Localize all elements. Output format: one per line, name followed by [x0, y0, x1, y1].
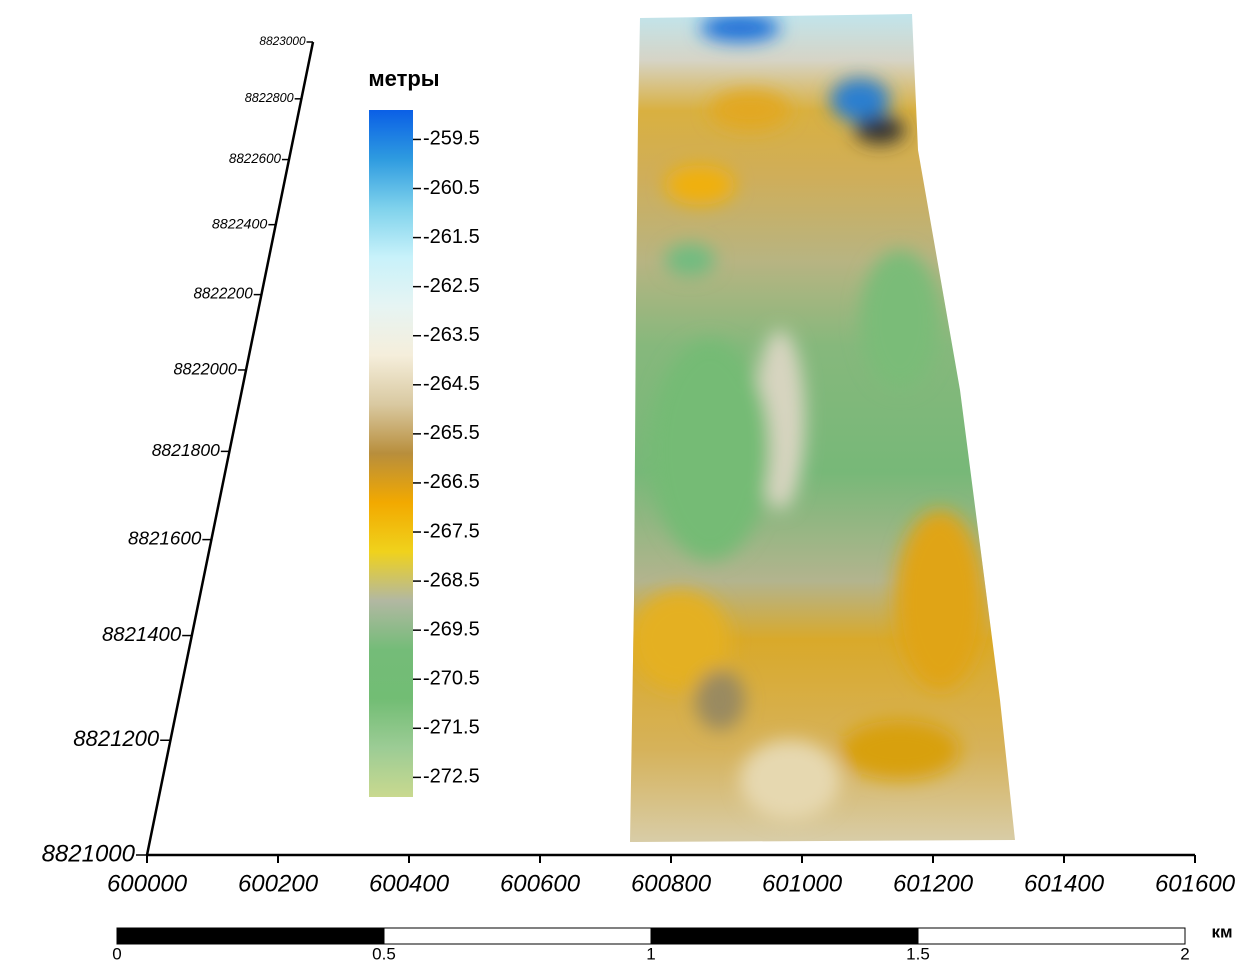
colorbar-tick-label: -262.5 [423, 275, 480, 297]
y-tick-label: 8821400 [102, 624, 182, 646]
y-tick-label: 8821800 [152, 440, 220, 460]
scale-tick-label: 0.5 [372, 944, 396, 963]
colorbar-tick-label: -272.5 [423, 766, 480, 788]
x-tick-label: 600200 [238, 870, 319, 897]
y-tick-label: 8821200 [73, 726, 160, 751]
x-tick-label: 600600 [500, 870, 581, 897]
colorbar-tick-label: -271.5 [423, 717, 480, 739]
y-tick-label: 8822800 [245, 91, 294, 105]
colorbar-label: метры [368, 66, 439, 91]
scale-tick-label: 2 [1180, 944, 1189, 963]
scale-tick-label: 0 [112, 944, 121, 963]
colorbar-tick-label: -261.5 [423, 226, 480, 248]
y-tick-label: 8822600 [229, 151, 282, 166]
x-tick-label: 600800 [631, 870, 712, 897]
y-tick-label: 8821600 [128, 528, 202, 549]
y-tick-label: 8823000 [259, 34, 306, 48]
scale-segment [917, 927, 1186, 945]
scale-unit: км [1211, 922, 1232, 941]
scale-tick-label: 1 [646, 944, 655, 963]
colorbar-tick-label: -259.5 [423, 128, 480, 150]
x-tick-label: 600000 [107, 870, 188, 897]
colorbar-tick-label: -264.5 [423, 373, 480, 395]
colorbar-tick-label: -266.5 [423, 471, 480, 493]
terrain-surface [630, 14, 1015, 842]
y-tick-label: 8822000 [173, 360, 236, 378]
scale-segment [650, 927, 919, 945]
x-tick-label: 601000 [762, 870, 843, 897]
x-tick-label: 601400 [1024, 870, 1105, 897]
y-axis-line [145, 41, 315, 856]
colorbar-tick-label: -268.5 [423, 569, 480, 591]
x-tick-label: 601600 [1155, 870, 1236, 897]
scale-tick-label: 1.5 [906, 944, 930, 963]
y-tick-label: 8822400 [212, 216, 268, 232]
colorbar-tick-label: -263.5 [423, 324, 480, 346]
y-tick-label: 8821000 [42, 840, 136, 867]
scale-segment [383, 927, 652, 945]
colorbar [369, 110, 413, 797]
colorbar-tick-label: -269.5 [423, 618, 480, 640]
x-tick-label: 600400 [369, 870, 450, 897]
colorbar-tick-label: -270.5 [423, 668, 480, 690]
colorbar-tick-label: -260.5 [423, 177, 480, 199]
colorbar-tick-label: -265.5 [423, 422, 480, 444]
x-tick-label: 601200 [893, 870, 974, 897]
colorbar-tick-label: -267.5 [423, 520, 480, 542]
y-tick-label: 8822200 [193, 286, 253, 303]
scale-segment [116, 927, 385, 945]
